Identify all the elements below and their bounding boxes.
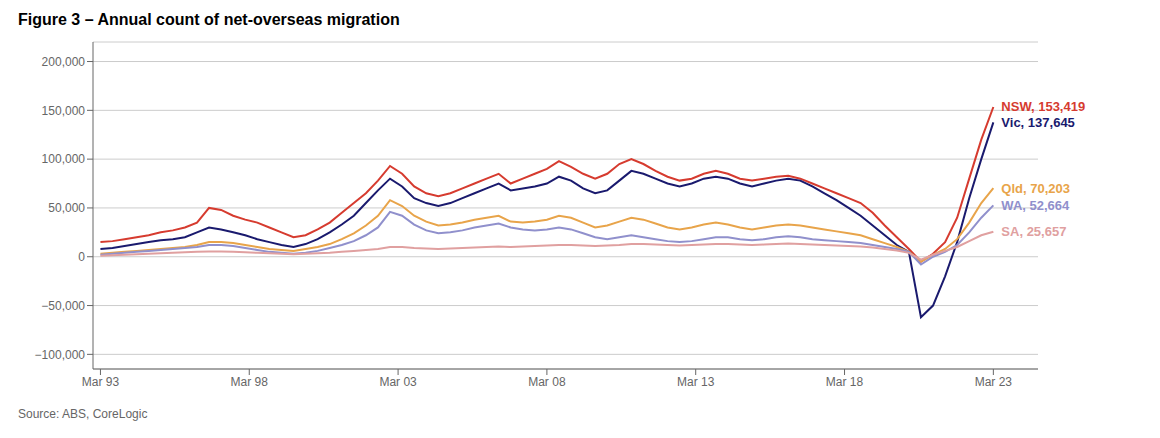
- svg-text:100,000: 100,000: [42, 152, 86, 166]
- svg-text:SA, 25,657: SA, 25,657: [1001, 224, 1066, 239]
- svg-text:Mar 93: Mar 93: [82, 375, 120, 389]
- svg-text:Mar 08: Mar 08: [528, 375, 566, 389]
- svg-text:−100,000: −100,000: [35, 348, 86, 362]
- svg-text:Mar 18: Mar 18: [826, 375, 864, 389]
- svg-text:200,000: 200,000: [42, 55, 86, 69]
- svg-text:Mar 13: Mar 13: [677, 375, 715, 389]
- html-text:Figure 3 – Annual count of net: Figure 3 – Annual count of net-overseas …: [18, 11, 400, 28]
- svg-text:Qld, 70,203: Qld, 70,203: [1001, 181, 1070, 196]
- svg-text:−50,000: −50,000: [41, 299, 85, 313]
- svg-text:Vic, 137,645: Vic, 137,645: [1001, 115, 1074, 130]
- svg-text:NSW, 153,419: NSW, 153,419: [1001, 99, 1085, 114]
- html-text:Source: ABS, CoreLogic: Source: ABS, CoreLogic: [18, 407, 148, 421]
- svg-text:Mar 98: Mar 98: [231, 375, 269, 389]
- svg-text:WA, 52,664: WA, 52,664: [1001, 198, 1070, 213]
- svg-text:50,000: 50,000: [48, 201, 85, 215]
- svg-text:0: 0: [78, 250, 85, 264]
- svg-text:150,000: 150,000: [42, 104, 86, 118]
- svg-text:Mar 23: Mar 23: [975, 375, 1013, 389]
- svg-text:Mar 03: Mar 03: [379, 375, 417, 389]
